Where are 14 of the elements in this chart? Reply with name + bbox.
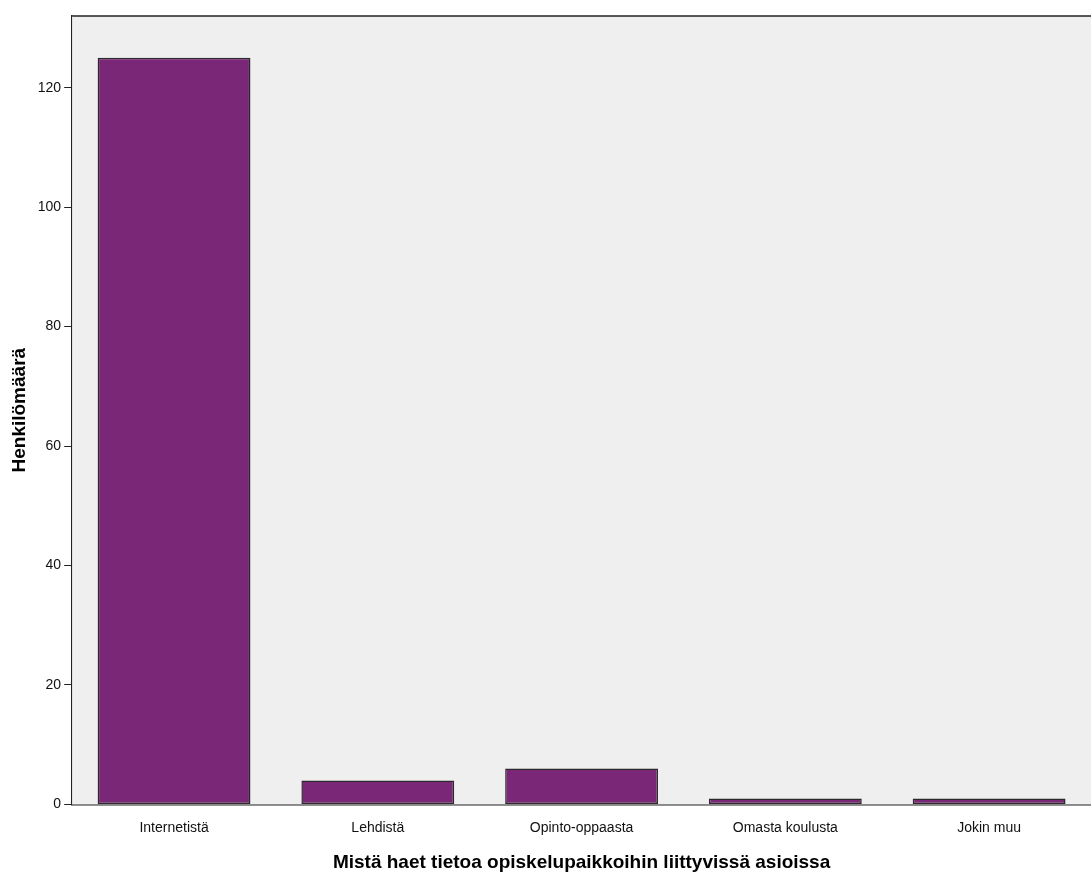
y-tick-label: 0 xyxy=(53,795,62,812)
y-tick-label: 60 xyxy=(45,436,62,453)
x-tick-label: Omasta koulusta xyxy=(732,818,839,835)
y-tick-label: 40 xyxy=(45,556,62,573)
x-tick-label: Internetistä xyxy=(139,818,209,835)
y-axis-title: Henkilömäärä xyxy=(7,347,29,473)
x-tick-label: Lehdistä xyxy=(351,818,405,835)
x-tick-label: Jokin muu xyxy=(957,818,1022,835)
y-tick-label: 20 xyxy=(45,675,62,692)
y-tick-label: 100 xyxy=(37,197,62,214)
x-tick-label: Opinto-oppaasta xyxy=(529,818,634,835)
y-tick-label: 80 xyxy=(45,317,62,334)
y-tick-label: 120 xyxy=(37,78,62,95)
x-axis-title: Mistä haet tietoa opiskelupaikkoihin liittyvissä asioissa xyxy=(332,850,831,872)
